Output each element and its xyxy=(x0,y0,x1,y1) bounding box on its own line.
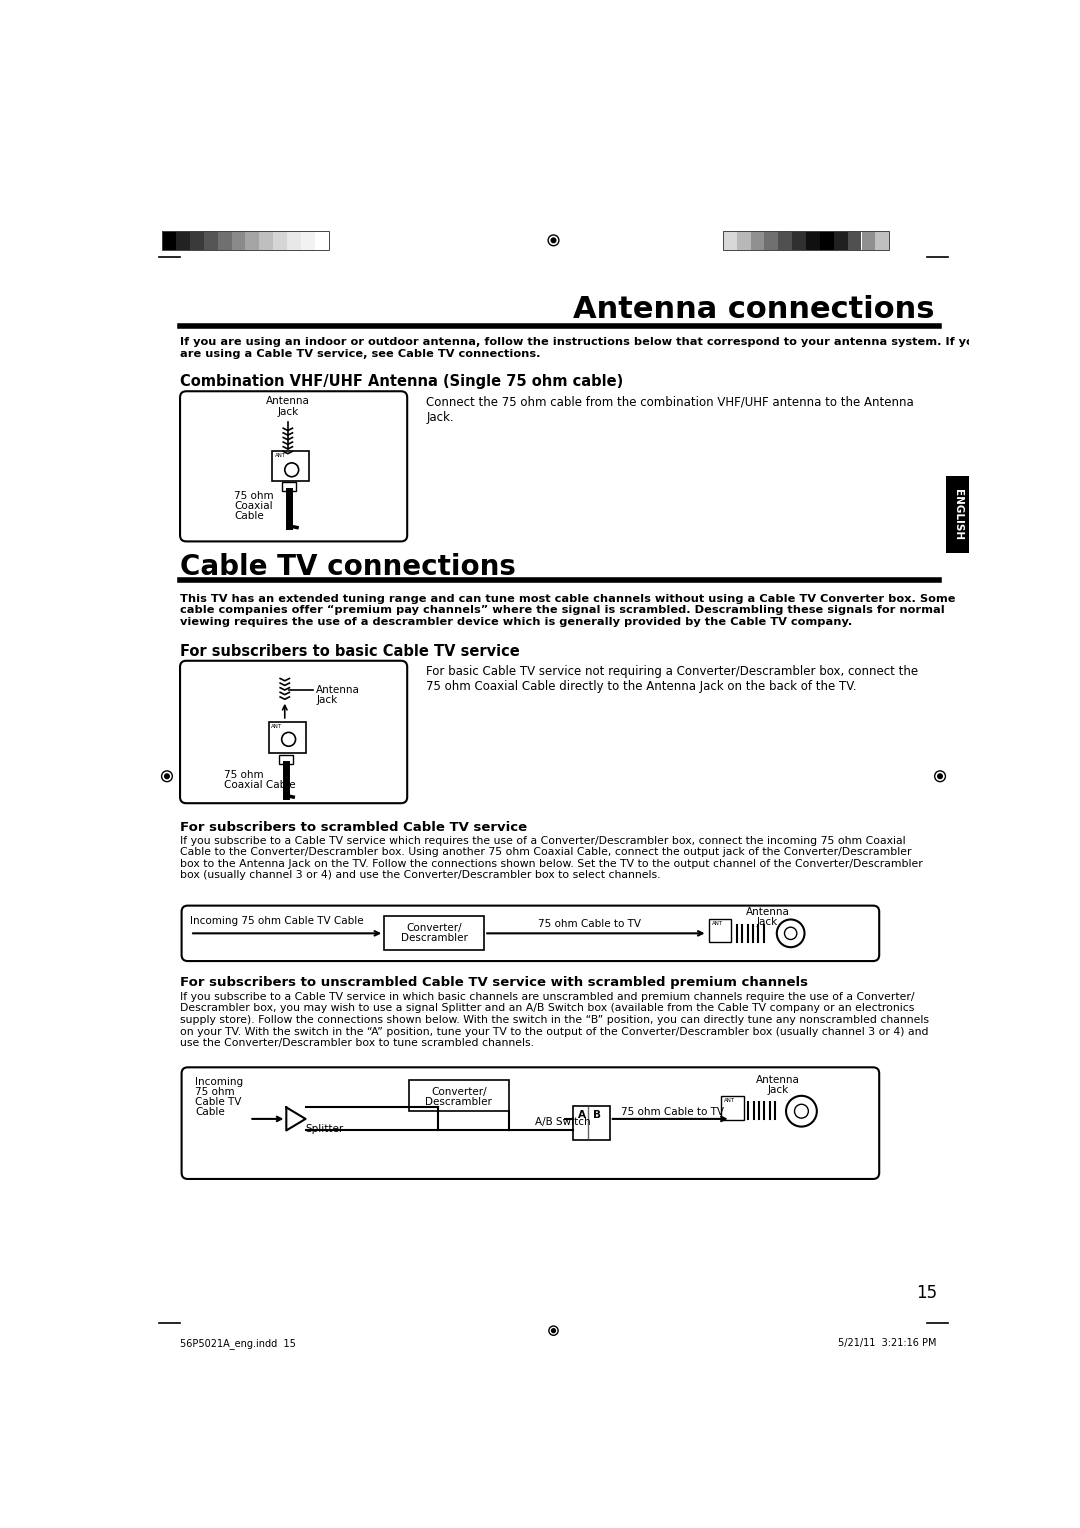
Text: Antenna: Antenna xyxy=(266,396,310,406)
Bar xyxy=(408,1080,509,1111)
Bar xyxy=(862,231,876,249)
Text: For subscribers to unscrambled Cable TV service with scrambled premium channels: For subscribers to unscrambled Cable TV … xyxy=(180,976,808,990)
Bar xyxy=(218,231,231,249)
Text: Coaxial: Coaxial xyxy=(234,501,272,512)
FancyBboxPatch shape xyxy=(181,906,879,961)
Text: Combination VHF/UHF Antenna (Single 75 ohm cable): Combination VHF/UHF Antenna (Single 75 o… xyxy=(180,374,623,390)
Text: Descrambler: Descrambler xyxy=(401,934,468,943)
Bar xyxy=(301,231,314,249)
Bar xyxy=(269,723,306,753)
Circle shape xyxy=(937,775,943,779)
Bar xyxy=(806,231,820,249)
Bar xyxy=(280,755,294,764)
Bar xyxy=(723,231,889,249)
Circle shape xyxy=(795,1105,808,1118)
Text: Descrambler: Descrambler xyxy=(426,1097,492,1106)
Text: This TV has an extended tuning range and can tune most cable channels without us: This TV has an extended tuning range and… xyxy=(180,594,956,626)
Text: Antenna: Antenna xyxy=(756,1076,800,1085)
Text: A: A xyxy=(578,1109,586,1120)
Text: Cable TV: Cable TV xyxy=(195,1097,242,1106)
Circle shape xyxy=(784,927,797,940)
Text: ANT: ANT xyxy=(724,1099,734,1103)
Text: Converter/: Converter/ xyxy=(431,1086,487,1097)
Bar xyxy=(283,483,296,492)
Bar xyxy=(245,231,259,249)
Circle shape xyxy=(552,1329,555,1332)
Circle shape xyxy=(164,775,170,779)
Bar xyxy=(190,231,204,249)
Text: ENGLISH: ENGLISH xyxy=(953,489,962,539)
Text: If you are using an indoor or outdoor antenna, follow the instructions below tha: If you are using an indoor or outdoor an… xyxy=(180,338,982,359)
Text: ANT: ANT xyxy=(712,921,724,926)
Text: Antenna: Antenna xyxy=(745,908,789,917)
Circle shape xyxy=(285,463,299,477)
Text: For subscribers to scrambled Cable TV service: For subscribers to scrambled Cable TV se… xyxy=(180,821,527,834)
Bar xyxy=(259,231,273,249)
Text: 75 ohm: 75 ohm xyxy=(195,1086,235,1097)
Bar xyxy=(384,917,484,950)
Bar xyxy=(820,231,834,249)
Bar xyxy=(765,231,779,249)
FancyBboxPatch shape xyxy=(180,391,407,541)
FancyBboxPatch shape xyxy=(181,1068,879,1180)
Text: Connect the 75 ohm cable from the combination VHF/UHF antenna to the Antenna
Jac: Connect the 75 ohm cable from the combin… xyxy=(427,396,914,423)
Bar xyxy=(751,231,765,249)
Text: For basic Cable TV service not requiring a Converter/Descrambler box, connect th: For basic Cable TV service not requiring… xyxy=(427,665,919,694)
Bar xyxy=(710,918,730,941)
Text: Jack: Jack xyxy=(757,917,779,927)
Text: 75 ohm: 75 ohm xyxy=(224,770,264,781)
Circle shape xyxy=(777,920,805,947)
Text: 75 ohm: 75 ohm xyxy=(234,492,273,501)
Bar xyxy=(946,475,969,553)
Text: ANT: ANT xyxy=(274,452,286,458)
Bar xyxy=(273,231,287,249)
Text: Cable TV connections: Cable TV connections xyxy=(180,553,516,581)
Bar xyxy=(779,231,793,249)
Text: Coaxial Cable: Coaxial Cable xyxy=(224,781,296,790)
Text: Cable: Cable xyxy=(234,512,264,521)
Bar xyxy=(204,231,218,249)
Text: Incoming 75 ohm Cable TV Cable: Incoming 75 ohm Cable TV Cable xyxy=(190,917,364,926)
Text: Cable: Cable xyxy=(195,1106,226,1117)
Text: 75 ohm Cable to TV: 75 ohm Cable to TV xyxy=(538,920,642,929)
Text: 75 ohm Cable to TV: 75 ohm Cable to TV xyxy=(621,1108,725,1117)
Bar xyxy=(834,231,848,249)
Circle shape xyxy=(551,238,556,243)
Text: A/B Switch: A/B Switch xyxy=(535,1117,591,1128)
Text: If you subscribe to a Cable TV service which requires the use of a Converter/Des: If you subscribe to a Cable TV service w… xyxy=(180,836,922,880)
Circle shape xyxy=(786,1096,816,1126)
Text: B: B xyxy=(593,1109,600,1120)
Bar xyxy=(176,231,190,249)
Bar xyxy=(572,1106,610,1140)
Bar xyxy=(737,231,751,249)
Text: Antenna: Antenna xyxy=(316,685,361,695)
FancyBboxPatch shape xyxy=(180,660,407,804)
Bar xyxy=(723,231,737,249)
Text: Jack: Jack xyxy=(316,695,338,704)
Text: ANT: ANT xyxy=(271,724,282,729)
Text: If you subscribe to a Cable TV service in which basic channels are unscrambled a: If you subscribe to a Cable TV service i… xyxy=(180,992,929,1048)
Bar xyxy=(162,231,328,249)
Text: Splitter: Splitter xyxy=(306,1125,343,1134)
Text: 5/21/11  3:21:16 PM: 5/21/11 3:21:16 PM xyxy=(838,1339,937,1348)
Bar xyxy=(162,231,176,249)
Text: 56P5021A_eng.indd  15: 56P5021A_eng.indd 15 xyxy=(180,1339,296,1349)
Circle shape xyxy=(282,732,296,746)
Bar xyxy=(314,231,328,249)
Bar xyxy=(231,231,245,249)
Bar xyxy=(287,231,301,249)
Text: Incoming: Incoming xyxy=(195,1077,244,1086)
Text: Antenna connections: Antenna connections xyxy=(573,295,934,324)
Text: Jack: Jack xyxy=(278,408,298,417)
Bar xyxy=(876,231,889,249)
Bar xyxy=(848,231,862,249)
Bar xyxy=(721,1096,744,1120)
Bar xyxy=(793,231,806,249)
Text: For subscribers to basic Cable TV service: For subscribers to basic Cable TV servic… xyxy=(180,643,519,659)
Text: 15: 15 xyxy=(916,1285,937,1302)
Text: Jack: Jack xyxy=(768,1085,789,1096)
Text: Converter/: Converter/ xyxy=(406,923,462,932)
Bar xyxy=(272,451,309,481)
